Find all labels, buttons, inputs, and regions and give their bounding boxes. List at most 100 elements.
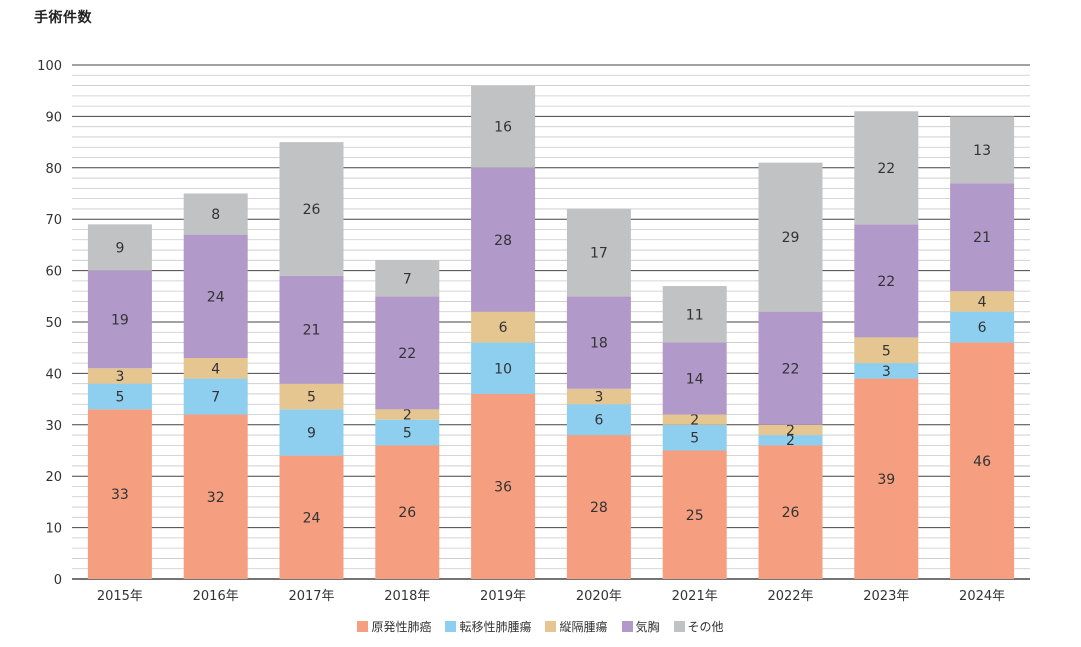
data-label: 46 [973, 454, 991, 470]
y-tick-label: 100 [37, 59, 62, 74]
data-label: 13 [973, 143, 991, 159]
bar-segment [758, 424, 823, 436]
bar-segment [87, 270, 152, 369]
legend-swatch [357, 621, 369, 632]
chart-legend: 原発性肺癌 転移性肺腫瘍 縦隔腫瘍 気胸 その他 [0, 618, 1081, 635]
bar-segment [662, 414, 727, 425]
data-label: 22 [398, 346, 416, 362]
data-label: 32 [207, 490, 225, 506]
bar-segment [662, 342, 727, 415]
data-label: 22 [877, 161, 895, 177]
bar-segment [950, 116, 1015, 184]
y-tick-label: 80 [45, 162, 62, 177]
y-tick-label: 40 [45, 367, 62, 382]
data-label: 2 [786, 433, 795, 449]
data-label: 5 [882, 343, 891, 359]
legend-label: 気胸 [635, 620, 660, 634]
bar-segment [279, 409, 344, 456]
data-label: 22 [877, 274, 895, 290]
legend-item: 転移性肺腫瘍 [445, 618, 531, 635]
data-label: 19 [111, 312, 129, 328]
bar-segment [854, 363, 919, 379]
data-label: 24 [303, 510, 321, 526]
data-label: 6 [978, 320, 987, 336]
bar-segment [471, 85, 536, 168]
x-tick-label: 2023年 [863, 589, 909, 604]
bar-segment [375, 260, 440, 297]
bar-segment [758, 162, 823, 312]
bar-segment [471, 393, 536, 579]
data-label: 3 [594, 390, 603, 406]
bar-segment [375, 409, 440, 420]
bar-segment [950, 311, 1015, 343]
x-tick-label: 2015年 [97, 589, 143, 604]
bar-segment [758, 435, 823, 446]
x-tick-label: 2019年 [480, 589, 526, 604]
data-label: 18 [590, 336, 608, 352]
legend-swatch [445, 621, 457, 632]
legend-item: その他 [673, 618, 724, 635]
x-tick-label: 2024年 [959, 589, 1005, 604]
legend-label: 縦隔腫瘍 [559, 620, 608, 634]
bar-segment [566, 404, 631, 436]
data-label: 2 [403, 408, 412, 424]
legend-swatch [621, 621, 633, 632]
data-label: 25 [686, 508, 704, 524]
data-label: 14 [686, 372, 704, 388]
bar-segment [471, 311, 536, 343]
y-tick-label: 50 [45, 316, 62, 331]
bar-segment [279, 383, 344, 410]
y-tick-label: 90 [45, 110, 62, 125]
bar-segment [375, 419, 440, 446]
bar-segment [375, 445, 440, 579]
bar-segment [87, 368, 152, 384]
data-label: 9 [115, 240, 124, 256]
x-tick-label: 2016年 [193, 589, 239, 604]
bar-segment [662, 450, 727, 579]
data-label: 36 [494, 479, 512, 495]
x-tick-label: 2017年 [288, 589, 334, 604]
y-tick-label: 20 [45, 470, 62, 485]
data-label: 10 [494, 361, 512, 377]
data-label: 21 [303, 323, 321, 339]
chart-title: 手術件数 [34, 10, 92, 26]
data-label: 28 [590, 500, 608, 516]
bar-segment [566, 208, 631, 297]
bar-segment [758, 311, 823, 425]
bar-segment [87, 409, 152, 579]
y-tick-label: 30 [45, 419, 62, 434]
bar-segment [950, 183, 1015, 292]
legend-swatch [545, 621, 557, 632]
data-label: 26 [398, 505, 416, 521]
bar-segment [854, 224, 919, 338]
data-label: 26 [303, 202, 321, 218]
x-tick-label: 2018年 [384, 589, 430, 604]
data-label: 3 [882, 364, 891, 380]
data-label: 17 [590, 246, 608, 262]
data-label: 4 [211, 361, 220, 377]
data-label: 39 [877, 472, 895, 488]
data-label: 11 [686, 307, 704, 323]
bar-segment [279, 455, 344, 579]
bar-segment [758, 445, 823, 579]
data-label: 7 [211, 390, 220, 406]
data-label: 3 [115, 369, 124, 385]
data-label: 28 [494, 233, 512, 249]
bar-segment [183, 234, 248, 358]
data-label: 6 [499, 320, 508, 336]
data-label: 21 [973, 230, 991, 246]
y-tick-label: 60 [45, 265, 62, 280]
y-tick-label: 10 [45, 522, 62, 537]
x-tick-label: 2022年 [767, 589, 813, 604]
bar-segment [854, 337, 919, 364]
data-label: 6 [594, 413, 603, 429]
bar-segment [950, 342, 1015, 579]
y-tick-label: 0 [54, 573, 62, 588]
bar-segment [87, 224, 152, 271]
legend-label: 原発性肺癌 [371, 620, 432, 634]
data-label: 2 [786, 423, 795, 439]
bar-segment [183, 193, 248, 235]
data-label: 9 [307, 426, 316, 442]
